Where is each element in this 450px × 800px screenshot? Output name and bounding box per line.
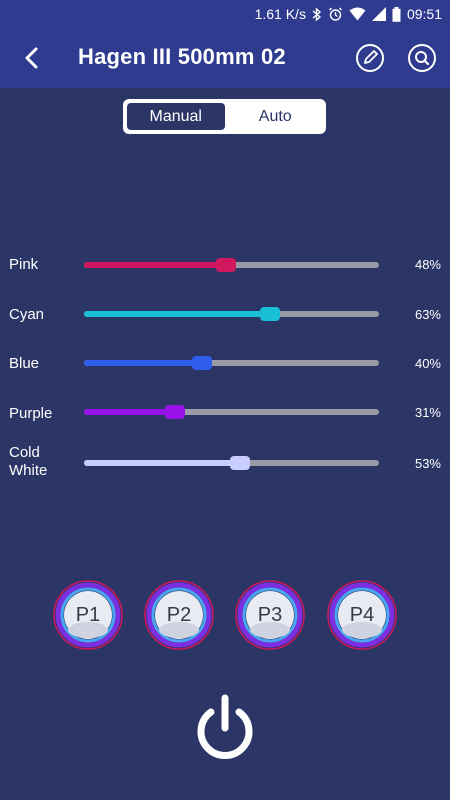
preset-ring-icon (235, 580, 305, 650)
slider-fill (84, 262, 226, 268)
slider-row-blue: Blue 40% (0, 345, 450, 385)
slider-thumb[interactable] (230, 456, 251, 470)
slider-fill (84, 360, 202, 366)
preset-ring-icon (327, 580, 397, 650)
slider-row-purple: Purple 31% (0, 394, 450, 434)
edit-icon (356, 44, 384, 72)
slider-track[interactable] (84, 258, 379, 272)
slider-row-cold-white: Cold White 53% (0, 444, 450, 484)
slider-label-line: Cold (9, 444, 40, 461)
slider-track[interactable] (84, 356, 379, 370)
status-icons: 1.61 K/s 09:51 (255, 0, 442, 28)
slider-label: Pink (9, 256, 39, 273)
slider-value: 40% (414, 356, 441, 371)
slider-label: Blue (9, 355, 40, 372)
slider-value: 63% (414, 307, 441, 322)
slider-track[interactable] (84, 405, 379, 419)
slider-track[interactable] (84, 456, 379, 470)
slider-value: 31% (414, 405, 441, 420)
alarm-icon (328, 7, 343, 22)
mode-auto-option[interactable]: Auto (226, 101, 324, 132)
page-title: Hagen III 500mm 02 (78, 44, 286, 69)
search-icon (408, 44, 436, 72)
bluetooth-icon (312, 6, 322, 22)
battery-icon (392, 6, 401, 22)
slider-row-cyan: Cyan 63% (0, 296, 450, 336)
preset-button-p1[interactable]: P1 (53, 580, 123, 650)
slider-label: Purple (9, 405, 53, 422)
signal-icon (371, 7, 386, 21)
slider-label: Cyan (9, 306, 45, 323)
slider-thumb[interactable] (259, 307, 280, 321)
preset-button-p4[interactable]: P4 (327, 580, 397, 650)
preset-button-p2[interactable]: P2 (144, 580, 214, 650)
preset-label: P4 (349, 603, 375, 626)
status-bar: 1.61 K/s 09:51 (0, 0, 450, 28)
slider-label: Cold White (9, 444, 47, 480)
slider-value: 53% (414, 456, 441, 471)
preset-button-p3[interactable]: P3 (235, 580, 305, 650)
slider-row-pink: Pink 48% (0, 246, 450, 286)
power-button[interactable] (189, 692, 261, 764)
edit-button[interactable] (352, 40, 388, 76)
power-icon (197, 694, 253, 759)
mode-manual-option[interactable]: Manual (127, 103, 225, 130)
slider-fill (84, 409, 176, 415)
slider-value: 48% (414, 257, 441, 272)
app-bar: Hagen III 500mm 02 (0, 28, 450, 88)
slider-track[interactable] (84, 307, 379, 321)
slider-thumb[interactable] (215, 258, 236, 272)
mode-toggle: Manual Auto (123, 99, 326, 134)
preset-label: P1 (75, 603, 101, 626)
slider-fill (84, 311, 270, 317)
slider-fill (84, 460, 241, 466)
slider-thumb[interactable] (192, 356, 212, 370)
preset-ring-icon (144, 580, 214, 650)
preset-label: P2 (166, 603, 192, 626)
search-button[interactable] (404, 40, 440, 76)
network-speed: 1.61 K/s (254, 6, 306, 22)
back-arrow-icon (25, 47, 38, 69)
preset-label: P3 (257, 603, 283, 626)
clock: 09:51 (406, 6, 442, 22)
slider-thumb[interactable] (165, 405, 186, 419)
slider-label-line: White (9, 462, 48, 479)
wifi-icon (349, 7, 366, 21)
preset-ring-icon (53, 580, 123, 650)
back-button[interactable] (14, 40, 50, 76)
